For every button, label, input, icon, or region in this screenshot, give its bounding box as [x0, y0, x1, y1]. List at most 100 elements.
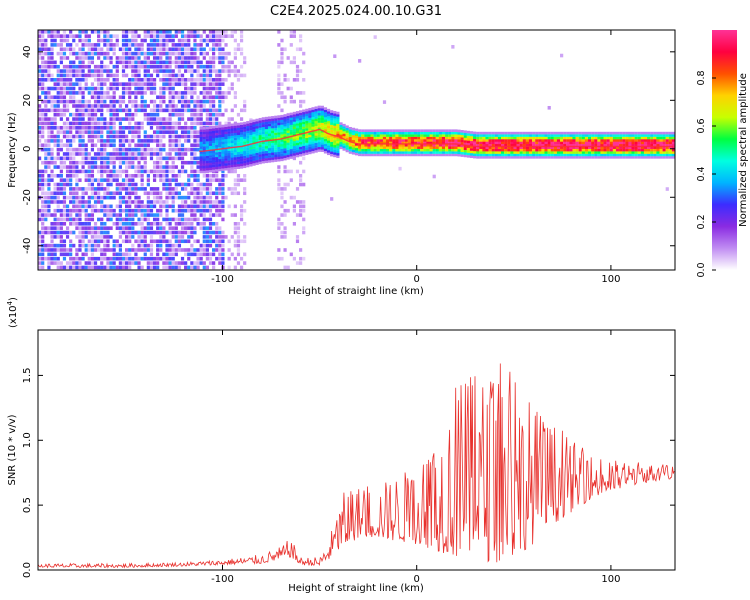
- spectrogram-cell: [156, 160, 160, 165]
- spectrogram-cell: [106, 95, 110, 100]
- spectrogram-cell: [258, 134, 262, 138]
- spectrogram-cell: [90, 108, 95, 113]
- spectrogram-cell: [218, 125, 222, 128]
- spectrogram-cell: [159, 99, 163, 104]
- spectrogram-cell: [196, 82, 200, 86]
- spectrogram-cell: [109, 121, 113, 126]
- spectrogram-cell: [326, 142, 331, 146]
- spectrogram-cell: [432, 148, 436, 152]
- spectrogram-cell: [87, 130, 91, 134]
- spectrogram-cell: [50, 134, 54, 139]
- spectrogram-cell: [53, 104, 57, 108]
- spectrogram-cell: [121, 230, 126, 235]
- spectrogram-cell: [504, 146, 508, 149]
- spectrogram-cell: [323, 119, 328, 123]
- spectrogram-cell: [47, 86, 51, 91]
- spectrogram-cell: [196, 178, 200, 182]
- spectrogram-cell: [423, 141, 427, 145]
- spectrogram-cell: [196, 95, 200, 100]
- spectrogram-cell: [78, 126, 82, 130]
- spectrogram-cell: [410, 148, 415, 152]
- spectrogram-cell: [168, 47, 172, 52]
- spectrogram-cell: [516, 151, 520, 154]
- spectrogram-cell: [246, 159, 250, 163]
- spectrogram-cell: [134, 191, 138, 196]
- spectrogram-cell: [236, 159, 241, 162]
- spectrogram-cell: [44, 30, 48, 34]
- spectrogram-cell: [522, 146, 526, 149]
- spectrogram-cell: [261, 148, 265, 152]
- spectrogram-cell: [395, 143, 399, 147]
- spectrogram-cell: [271, 128, 275, 131]
- spectrogram-cell: [53, 43, 57, 47]
- spectrogram-cell: [97, 139, 101, 143]
- spectrogram-cell: [162, 147, 166, 152]
- spectrogram-cell: [230, 162, 234, 165]
- spectrogram-cell: [134, 30, 138, 34]
- spectrogram-cell: [112, 126, 116, 130]
- spectrogram-cell: [221, 134, 225, 137]
- spectrogram-cell: [152, 256, 157, 261]
- spectrogram-cell: [212, 38, 216, 43]
- spectrogram-cell: [274, 149, 278, 153]
- spectrogram-cell: [149, 248, 154, 252]
- spectrogram-cell: [199, 64, 203, 69]
- spectrogram-cell: [115, 130, 119, 134]
- spectrogram-cell: [215, 230, 219, 235]
- spectrogram-cell: [125, 30, 129, 34]
- spectrogram-cell: [413, 136, 418, 140]
- spectrogram-cell: [196, 174, 200, 178]
- spectrogram-cell: [367, 143, 371, 147]
- spectrogram-cell: [314, 108, 318, 112]
- spectrogram-cell: [106, 160, 110, 165]
- spectrogram-cell: [140, 217, 144, 222]
- spectrogram-cell: [109, 95, 113, 100]
- spectrogram-cell: [187, 91, 191, 95]
- spectrogram-cell: [348, 126, 352, 130]
- spectrogram-cell: [218, 213, 222, 217]
- spectrogram-cell: [354, 145, 359, 149]
- spectrogram-cell: [280, 122, 284, 125]
- spectrogram-cell: [65, 261, 70, 265]
- spectrogram-cell: [274, 125, 278, 128]
- spectrogram-cell: [553, 143, 558, 147]
- spectrogram-cell: [351, 142, 356, 145]
- spectrogram-cell: [56, 235, 60, 239]
- spectrogram-cell: [469, 150, 474, 154]
- spectrogram-cell: [438, 143, 443, 147]
- spectrogram-cell: [84, 112, 88, 117]
- spectrogram-cell: [149, 82, 154, 86]
- spectrogram-cell: [354, 133, 359, 136]
- spectrogram-cell: [373, 143, 377, 147]
- spectrogram-cell: [286, 208, 290, 213]
- spectrogram-cell: [330, 124, 334, 128]
- spectrogram-cell: [38, 217, 42, 222]
- spectrogram-cell: [407, 136, 411, 140]
- spectrogram-cell: [184, 195, 188, 200]
- spectrogram-cell: [75, 191, 79, 196]
- spectrogram-cell: [156, 112, 160, 117]
- spectrogram-cell: [230, 140, 234, 144]
- spectrogram-cell: [78, 26, 81, 30]
- spectrogram-cell: [252, 141, 256, 144]
- spectrogram-cell: [482, 153, 486, 157]
- spectrogram-cell: [146, 248, 150, 252]
- spectrogram-cell: [221, 141, 225, 145]
- spectrogram-cell: [401, 139, 405, 142]
- spectrogram-cell: [283, 73, 287, 78]
- spectrogram-cell: [103, 239, 107, 244]
- spectrogram-cell: [193, 69, 197, 73]
- spectrogram-cell: [218, 38, 222, 43]
- spectrogram-cell: [364, 134, 368, 137]
- spectrogram-cell: [44, 143, 48, 148]
- spectrogram-cell: [165, 56, 169, 60]
- spectrogram-cell: [205, 143, 209, 147]
- spectrogram-cell: [510, 139, 514, 142]
- spectrogram-cell: [134, 252, 138, 257]
- spectrogram-cell: [53, 226, 57, 230]
- spectrogram-cell: [38, 134, 42, 139]
- spectrogram-cell: [59, 69, 63, 73]
- spectrogram-cell: [640, 139, 645, 142]
- spectrogram-cell: [41, 191, 45, 196]
- spectrogram-cell: [271, 133, 275, 136]
